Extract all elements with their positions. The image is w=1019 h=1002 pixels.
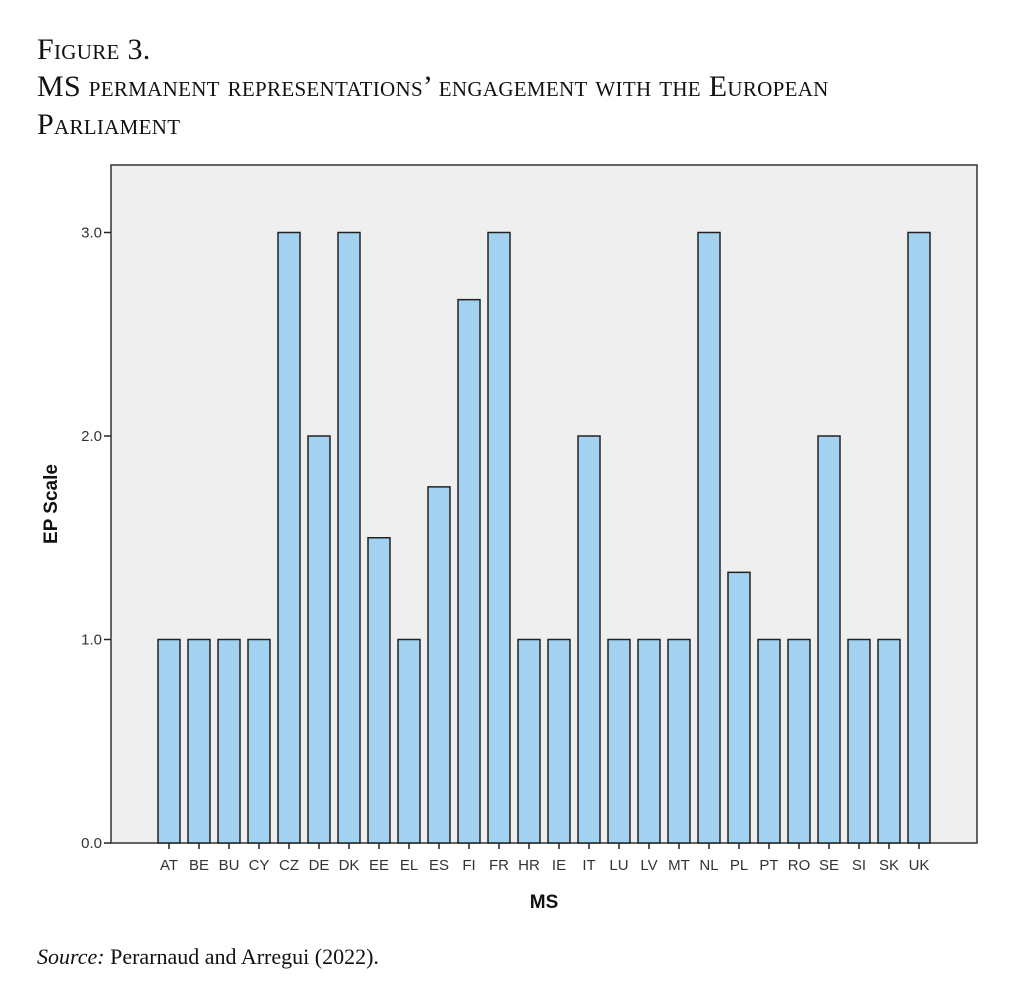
bars-group [157, 231, 931, 844]
bar-sk [877, 638, 901, 844]
bar-fi [457, 298, 481, 844]
x-tick-label: UK [909, 857, 930, 874]
bar-bu [217, 638, 241, 844]
x-tick-label: SE [819, 857, 839, 874]
figure-label: Figure 3. [37, 33, 151, 66]
bar-lv [637, 638, 661, 844]
bar-de [307, 435, 331, 844]
x-tick-label: PL [730, 857, 748, 874]
source-label: Source: [37, 944, 105, 969]
x-tick-label: LV [640, 857, 657, 874]
x-tick-label: EE [369, 857, 389, 874]
x-tick-label: PT [759, 857, 778, 874]
bar-uk [907, 231, 931, 844]
x-axis: AT BE BU CY CZ DE DK EE EL ES FI FR HR IE IT LU LV MT NL PL… [160, 843, 929, 874]
x-tick-label: AT [160, 857, 178, 874]
x-tick-label: EL [400, 857, 418, 874]
x-tick-label: NL [699, 857, 718, 874]
bar-pt [757, 638, 781, 844]
x-tick-label: CZ [279, 857, 299, 874]
y-tick-label: 3.0 [81, 225, 102, 242]
x-tick-label: SK [879, 857, 899, 874]
x-tick-label: HR [518, 857, 540, 874]
x-axis-title: MS [530, 892, 559, 913]
x-tick-label: IT [582, 857, 595, 874]
source-note: Source: Perarnaud and Arregui (2022). [37, 944, 379, 970]
bar-fr [487, 231, 511, 844]
plot-area [110, 164, 978, 844]
x-tick-label: ES [429, 857, 449, 874]
figure-title-line1: MS permanent representations’ engagement… [37, 70, 829, 103]
bar-hr [517, 638, 541, 844]
y-tick-label: 2.0 [81, 428, 102, 445]
figure-title-line2: Parliament [37, 108, 181, 141]
x-tick-label: FR [489, 857, 509, 874]
source-text: Perarnaud and Arregui (2022). [104, 944, 379, 969]
x-tick-label: DE [309, 857, 330, 874]
x-tick-label: MT [668, 857, 690, 874]
x-tick-label: CY [249, 857, 270, 874]
bar-nl [697, 231, 721, 844]
bar-si [847, 638, 871, 844]
x-tick-label: RO [788, 857, 811, 874]
bar-cy [247, 638, 271, 844]
bar-be [187, 638, 211, 844]
bar-mt [667, 638, 691, 844]
x-tick-label: FI [462, 857, 475, 874]
bar-it [577, 435, 601, 844]
x-tick-label: BE [189, 857, 209, 874]
y-axis-title: EP Scale [41, 464, 62, 544]
x-tick-label: SI [852, 857, 866, 874]
y-tick-label: 1.0 [81, 632, 102, 649]
bar-cz [277, 231, 301, 844]
y-axis: 0.0 1.0 2.0 3.0 [81, 225, 111, 852]
bar-dk [337, 231, 361, 844]
bar-es [427, 486, 451, 844]
bar-ro [787, 638, 811, 844]
bar-at [157, 638, 181, 844]
bar-pl [727, 571, 751, 844]
x-tick-label: BU [219, 857, 240, 874]
x-tick-label: IE [552, 857, 566, 874]
bar-ie [547, 638, 571, 844]
bar-ee [367, 537, 391, 844]
bar-el [397, 638, 421, 844]
x-tick-label: LU [609, 857, 628, 874]
x-tick-label: DK [339, 857, 360, 874]
y-tick-label: 0.0 [81, 835, 102, 852]
bar-lu [607, 638, 631, 844]
bar-se [817, 435, 841, 844]
